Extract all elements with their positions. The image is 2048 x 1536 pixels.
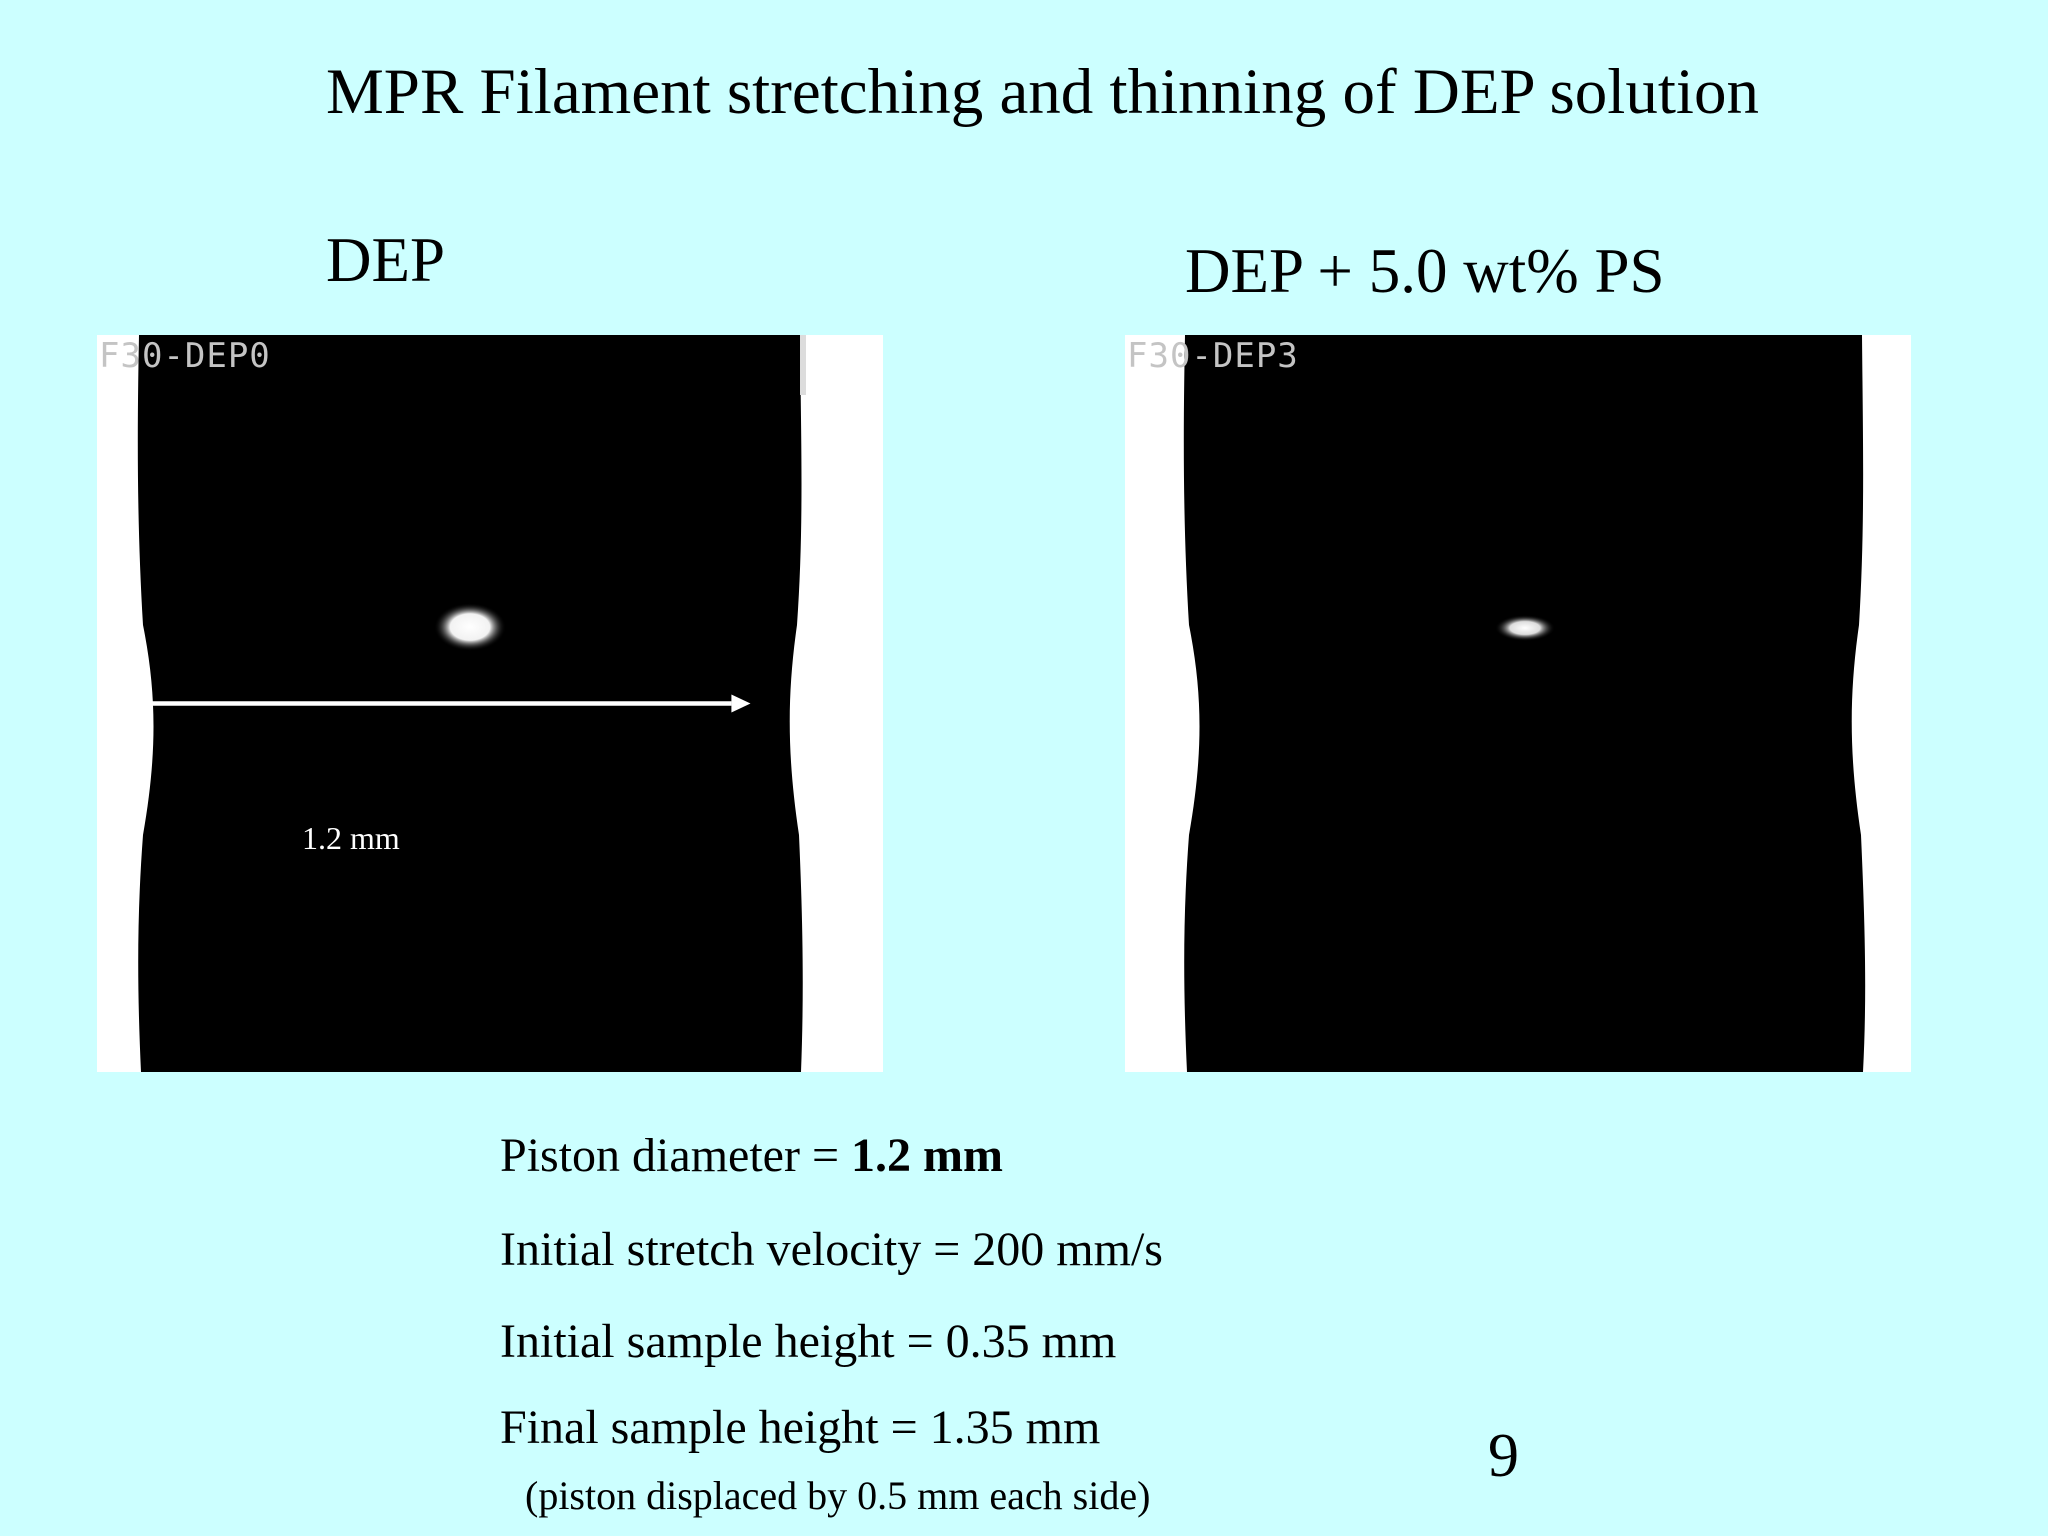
filament-image-dep: F30-DEP0 1.2 mm	[97, 335, 883, 1072]
filament-silhouette-dep-ps	[1183, 335, 1866, 1072]
scale-bar-label: 1.2 mm	[302, 820, 400, 856]
param-piston-diameter: Piston diameter = 1.2 mm	[500, 1126, 1003, 1186]
reflection-spot	[1495, 615, 1555, 641]
frame-label: F30-DEP0	[99, 336, 271, 376]
piston-edge-right	[800, 335, 806, 395]
reflection-spot	[434, 603, 506, 651]
panel-heading-dep-ps: DEP + 5.0 wt% PS	[1185, 236, 1665, 306]
param-stretch-velocity: Initial stretch velocity = 200 mm/s	[500, 1223, 1163, 1276]
page-number: 9	[1488, 1422, 1519, 1490]
slide-title: MPR Filament stretching and thinning of …	[326, 56, 1759, 128]
filament-image-dep-ps: F30-DEP3	[1125, 335, 1911, 1072]
param-piston-diameter-label: Piston diameter =	[500, 1129, 852, 1182]
frame-label: F30-DEP3	[1127, 336, 1299, 376]
scale-arrow	[97, 694, 751, 713]
filament-body	[1183, 335, 1866, 1072]
param-final-height: Final sample height = 1.35 mm	[500, 1401, 1101, 1454]
param-initial-height: Initial sample height = 0.35 mm	[500, 1315, 1117, 1368]
param-note: (piston displaced by 0.5 mm each side)	[525, 1473, 1151, 1518]
param-piston-diameter-value: 1.2 mm	[851, 1129, 1003, 1182]
panel-heading-dep: DEP	[326, 225, 446, 295]
